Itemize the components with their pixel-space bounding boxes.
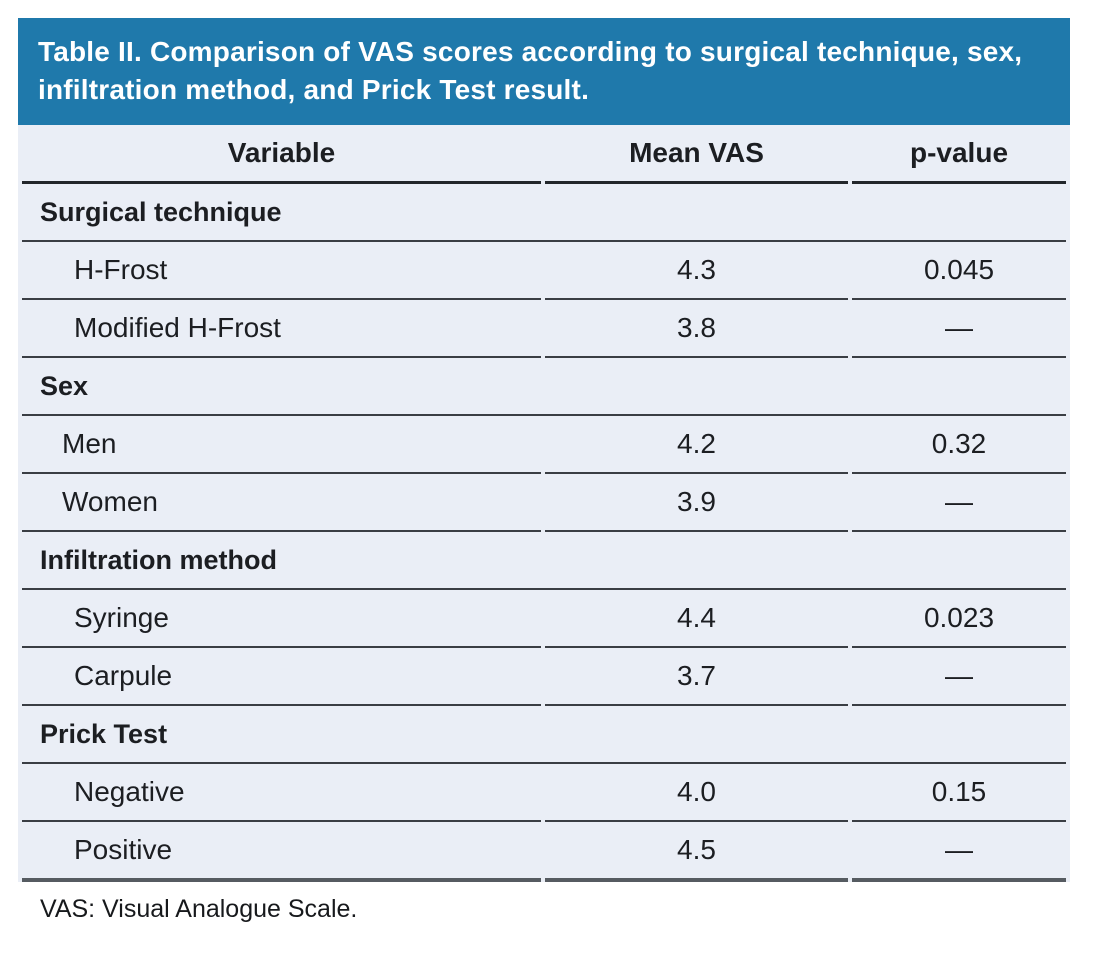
mean-vas-value: 4.4	[545, 590, 848, 648]
row-label: Positive	[22, 822, 541, 882]
mean-vas-value: 4.2	[545, 416, 848, 474]
column-header-row: Variable Mean VAS p-value	[22, 125, 1066, 184]
section-header-sex: Sex	[22, 358, 1066, 416]
mean-vas-value: 4.5	[545, 822, 848, 882]
p-value: —	[852, 474, 1066, 532]
table-card: Table II. Comparison of VAS scores accor…	[18, 18, 1070, 924]
p-value: —	[852, 822, 1066, 882]
section-header-prick-test: Prick Test	[22, 706, 1066, 764]
p-value: 0.32	[852, 416, 1066, 474]
section-header-surgical-technique: Surgical technique	[22, 184, 1066, 242]
table-footnote: VAS: Visual Analogue Scale.	[40, 895, 358, 923]
row-label: Negative	[22, 764, 541, 822]
section-header-infiltration-method: Infiltration method	[22, 532, 1066, 590]
row-label: H-Frost	[22, 242, 541, 300]
table-row-syringe: Syringe 4.4 0.023	[22, 590, 1066, 648]
row-label: Men	[22, 416, 541, 474]
mean-vas-value: 4.0	[545, 764, 848, 822]
section-label: Sex	[22, 358, 1066, 416]
table-row-modified-h-frost: Modified H-Frost 3.8 —	[22, 300, 1066, 358]
p-value: 0.045	[852, 242, 1066, 300]
table-row-women: Women 3.9 —	[22, 474, 1066, 532]
mean-vas-value: 3.8	[545, 300, 848, 358]
table-row-men: Men 4.2 0.32	[22, 416, 1066, 474]
section-label: Infiltration method	[22, 532, 1066, 590]
p-value: 0.15	[852, 764, 1066, 822]
table-row-negative: Negative 4.0 0.15	[22, 764, 1066, 822]
mean-vas-value: 3.7	[545, 648, 848, 706]
table-row-positive: Positive 4.5 —	[22, 822, 1066, 882]
column-header-mean-vas: Mean VAS	[545, 125, 848, 184]
section-label: Prick Test	[22, 706, 1066, 764]
column-header-p-value: p-value	[852, 125, 1066, 184]
p-value: 0.023	[852, 590, 1066, 648]
column-header-variable: Variable	[22, 125, 541, 184]
section-label: Surgical technique	[22, 184, 1066, 242]
mean-vas-value: 3.9	[545, 474, 848, 532]
table-row-h-frost: H-Frost 4.3 0.045	[22, 242, 1066, 300]
row-label: Carpule	[22, 648, 541, 706]
row-label: Syringe	[22, 590, 541, 648]
vas-comparison-table: Variable Mean VAS p-value Surgical techn…	[18, 125, 1070, 882]
table-title: Table II. Comparison of VAS scores accor…	[18, 18, 1070, 125]
mean-vas-value: 4.3	[545, 242, 848, 300]
row-label: Modified H-Frost	[22, 300, 541, 358]
table-row-carpule: Carpule 3.7 —	[22, 648, 1066, 706]
p-value: —	[852, 648, 1066, 706]
row-label: Women	[22, 474, 541, 532]
p-value: —	[852, 300, 1066, 358]
